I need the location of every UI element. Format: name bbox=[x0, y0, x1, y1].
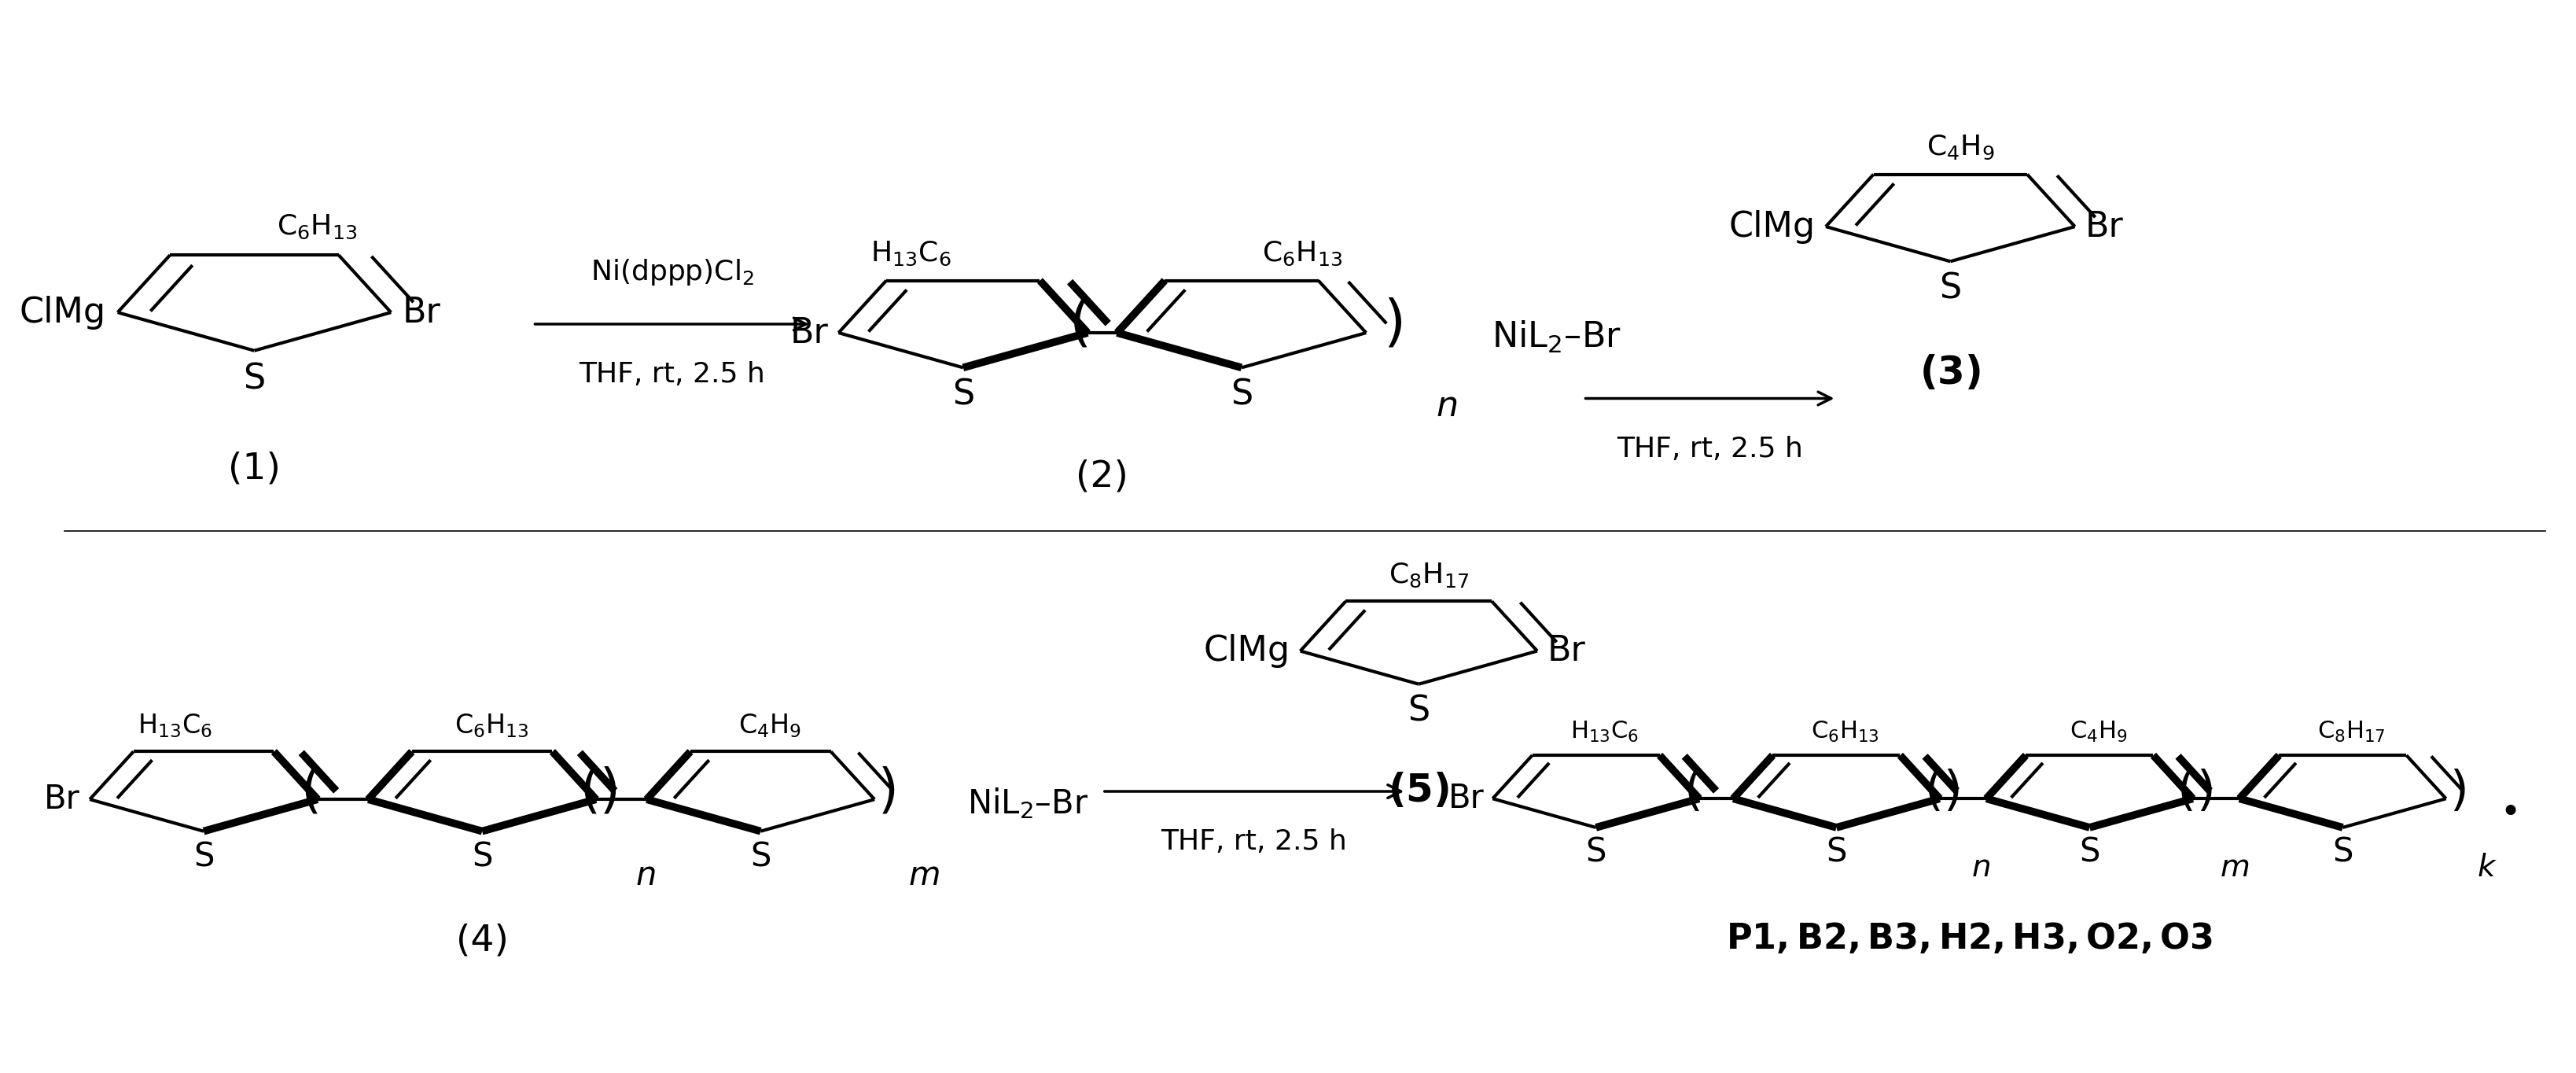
Text: C$_4$H$_9$: C$_4$H$_9$ bbox=[1927, 133, 1994, 161]
Text: H$_{13}$C$_6$: H$_{13}$C$_6$ bbox=[137, 712, 214, 739]
Text: $n$: $n$ bbox=[1971, 853, 1991, 883]
Text: NiL$_2$–Br: NiL$_2$–Br bbox=[1492, 320, 1620, 355]
Text: $m$: $m$ bbox=[909, 859, 940, 892]
Text: (4): (4) bbox=[456, 923, 507, 958]
Text: (: ( bbox=[580, 765, 600, 818]
Text: S: S bbox=[1826, 836, 1847, 869]
Text: S: S bbox=[1231, 378, 1252, 412]
Text: $\mathbf{P1, B2, B3, H2, H3, O2, O3}$: $\mathbf{P1, B2, B3, H2, H3, O2, O3}$ bbox=[1726, 922, 2213, 956]
Text: $n$: $n$ bbox=[1435, 389, 1458, 423]
Text: THF, rt, 2.5 h: THF, rt, 2.5 h bbox=[1618, 436, 1803, 462]
Text: ): ) bbox=[2197, 768, 2215, 814]
Text: $\mathbf{(5)}$: $\mathbf{(5)}$ bbox=[1388, 771, 1450, 810]
Text: Br: Br bbox=[791, 315, 829, 350]
Text: Br: Br bbox=[1548, 634, 1587, 667]
Text: S: S bbox=[750, 841, 770, 873]
Text: THF, rt, 2.5 h: THF, rt, 2.5 h bbox=[1162, 828, 1347, 855]
Text: (: ( bbox=[2177, 768, 2197, 814]
Text: S: S bbox=[2079, 836, 2099, 869]
Text: Br: Br bbox=[1448, 782, 1484, 815]
Text: ): ) bbox=[1383, 297, 1404, 351]
Text: ): ) bbox=[2450, 768, 2468, 814]
Text: C$_4$H$_9$: C$_4$H$_9$ bbox=[2069, 720, 2128, 745]
Text: S: S bbox=[1406, 694, 1430, 727]
Text: •: • bbox=[2501, 796, 2519, 831]
Text: C$_8$H$_{17}$: C$_8$H$_{17}$ bbox=[1388, 561, 1468, 589]
Text: ClMg: ClMg bbox=[21, 295, 106, 329]
Text: C$_6$H$_{13}$: C$_6$H$_{13}$ bbox=[453, 712, 528, 739]
Text: S: S bbox=[1587, 836, 1607, 869]
Text: (1): (1) bbox=[229, 451, 281, 486]
Text: S: S bbox=[193, 841, 214, 873]
Text: $\mathbf{(3)}$: $\mathbf{(3)}$ bbox=[1919, 353, 1981, 392]
Text: Br: Br bbox=[402, 295, 440, 329]
Text: ClMg: ClMg bbox=[1203, 634, 1291, 667]
Text: THF, rt, 2.5 h: THF, rt, 2.5 h bbox=[580, 362, 765, 388]
Text: (: ( bbox=[1685, 768, 1703, 814]
Text: (: ( bbox=[301, 765, 322, 818]
Text: ClMg: ClMg bbox=[1728, 209, 1816, 244]
Text: H$_{13}$C$_6$: H$_{13}$C$_6$ bbox=[1571, 720, 1638, 745]
Text: C$_6$H$_{13}$: C$_6$H$_{13}$ bbox=[1262, 239, 1342, 267]
Text: C$_8$H$_{17}$: C$_8$H$_{17}$ bbox=[2318, 720, 2385, 745]
Text: ): ) bbox=[600, 765, 621, 818]
Text: (2): (2) bbox=[1077, 459, 1128, 495]
Text: C$_6$H$_{13}$: C$_6$H$_{13}$ bbox=[278, 212, 358, 240]
Text: Br: Br bbox=[44, 783, 80, 815]
Text: NiL$_2$–Br: NiL$_2$–Br bbox=[966, 787, 1087, 821]
Text: S: S bbox=[471, 841, 492, 873]
Text: (: ( bbox=[1924, 768, 1942, 814]
Text: $n$: $n$ bbox=[636, 859, 654, 892]
Text: S: S bbox=[953, 378, 974, 412]
Text: S: S bbox=[1940, 271, 1960, 306]
Text: Ni(dppp)Cl$_2$: Ni(dppp)Cl$_2$ bbox=[590, 258, 755, 286]
Text: Br: Br bbox=[2087, 209, 2123, 244]
Text: H$_{13}$C$_6$: H$_{13}$C$_6$ bbox=[871, 239, 951, 267]
Text: $k$: $k$ bbox=[2478, 853, 2499, 883]
Text: ): ) bbox=[878, 765, 899, 818]
Text: S: S bbox=[242, 362, 265, 396]
Text: (: ( bbox=[1069, 297, 1092, 351]
Text: C$_4$H$_9$: C$_4$H$_9$ bbox=[739, 712, 801, 739]
Text: S: S bbox=[2331, 836, 2352, 869]
Text: ): ) bbox=[1942, 768, 1963, 814]
Text: C$_6$H$_{13}$: C$_6$H$_{13}$ bbox=[1811, 720, 1878, 745]
Text: $m$: $m$ bbox=[2221, 853, 2249, 883]
